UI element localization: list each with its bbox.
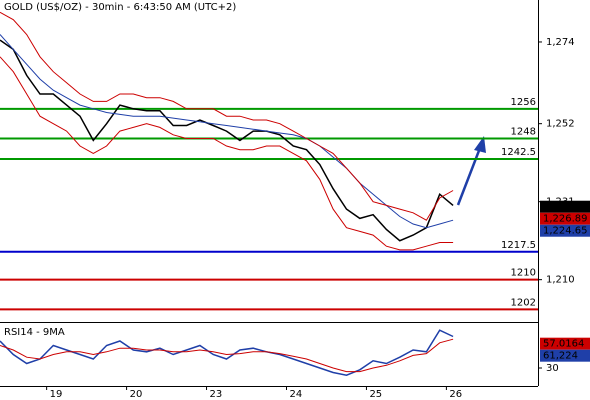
- y-tick-label: 30: [546, 363, 559, 374]
- series-line: [0, 338, 454, 373]
- price-tag: [540, 200, 590, 213]
- x-tick-label: 19: [50, 389, 63, 400]
- y-tick-label: 1,274: [546, 37, 575, 48]
- level-label: 1210: [511, 268, 536, 279]
- level-label: 1217.5: [501, 240, 536, 251]
- level-label: 1256: [511, 97, 536, 108]
- level-label: 1248: [511, 127, 536, 138]
- price-tag-label: 1,229.64: [543, 202, 588, 213]
- x-tick-label: 20: [130, 389, 143, 400]
- price-tag: [540, 224, 590, 237]
- panel-title: RSI14 - 9MA: [4, 327, 65, 338]
- price-tag: [540, 349, 590, 362]
- series-line: [0, 34, 454, 229]
- chart-title: GOLD (US$/OZ) - 30min - 6:43:50 AM (UTC+…: [4, 2, 236, 13]
- series-line: [0, 39, 454, 242]
- forecast-arrow: [456, 136, 486, 206]
- series-line: [0, 56, 454, 251]
- y-tick-label: 1,210: [546, 275, 575, 286]
- x-tick-label: 26: [449, 389, 462, 400]
- x-tick-label: 23: [210, 389, 223, 400]
- price-tag-label: 61,224: [543, 351, 578, 362]
- level-label: 1242.5: [501, 147, 536, 158]
- price-tag-label: 57.0164: [543, 339, 584, 350]
- price-tag-label: 1,226.89: [543, 214, 588, 225]
- series-line: [0, 11, 454, 221]
- price-tag: [540, 212, 590, 225]
- x-tick-label: 24: [289, 389, 302, 400]
- price-tag-label: 1,224.65: [543, 226, 588, 237]
- level-label: 1202: [511, 297, 536, 308]
- series-line: [0, 329, 454, 376]
- price-tag: [540, 337, 590, 350]
- y-tick-label: 1,252: [546, 119, 575, 130]
- x-tick-label: 25: [369, 389, 382, 400]
